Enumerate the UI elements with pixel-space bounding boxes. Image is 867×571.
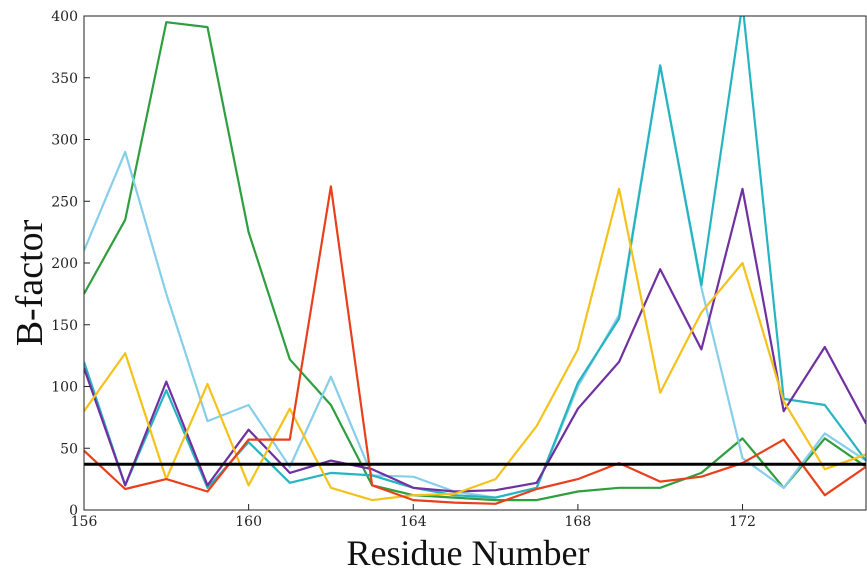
x-tick-label: 156	[71, 514, 98, 530]
y-axis: 0 50 100 150 200 250 300 350 400	[51, 9, 90, 519]
y-axis-title: B-factor	[9, 219, 51, 346]
y-tick-label: 400	[51, 9, 78, 25]
x-tick-label: 160	[235, 514, 262, 530]
x-tick-label: 172	[729, 514, 756, 530]
x-axis: 156 160 164 168 172	[71, 504, 756, 530]
y-tick-label: 150	[51, 318, 78, 334]
y-tick-label: 200	[51, 256, 78, 272]
series-line-4	[84, 187, 866, 493]
plot-area	[84, 16, 866, 505]
x-axis-title: Residue Number	[347, 533, 590, 571]
y-tick-label: 50	[60, 441, 78, 457]
x-tick-label: 164	[400, 514, 427, 530]
y-tick-label: 300	[51, 133, 78, 149]
y-tick-label: 100	[51, 380, 78, 396]
y-tick-label: 250	[51, 194, 78, 210]
series-line-1	[84, 21, 866, 502]
y-tick-label: 350	[51, 71, 78, 87]
y-tick-label: 0	[69, 503, 78, 519]
x-tick-label: 168	[565, 514, 592, 530]
series-line-3	[84, 16, 866, 499]
series-line-5	[84, 187, 866, 502]
series-line-2	[84, 64, 866, 499]
